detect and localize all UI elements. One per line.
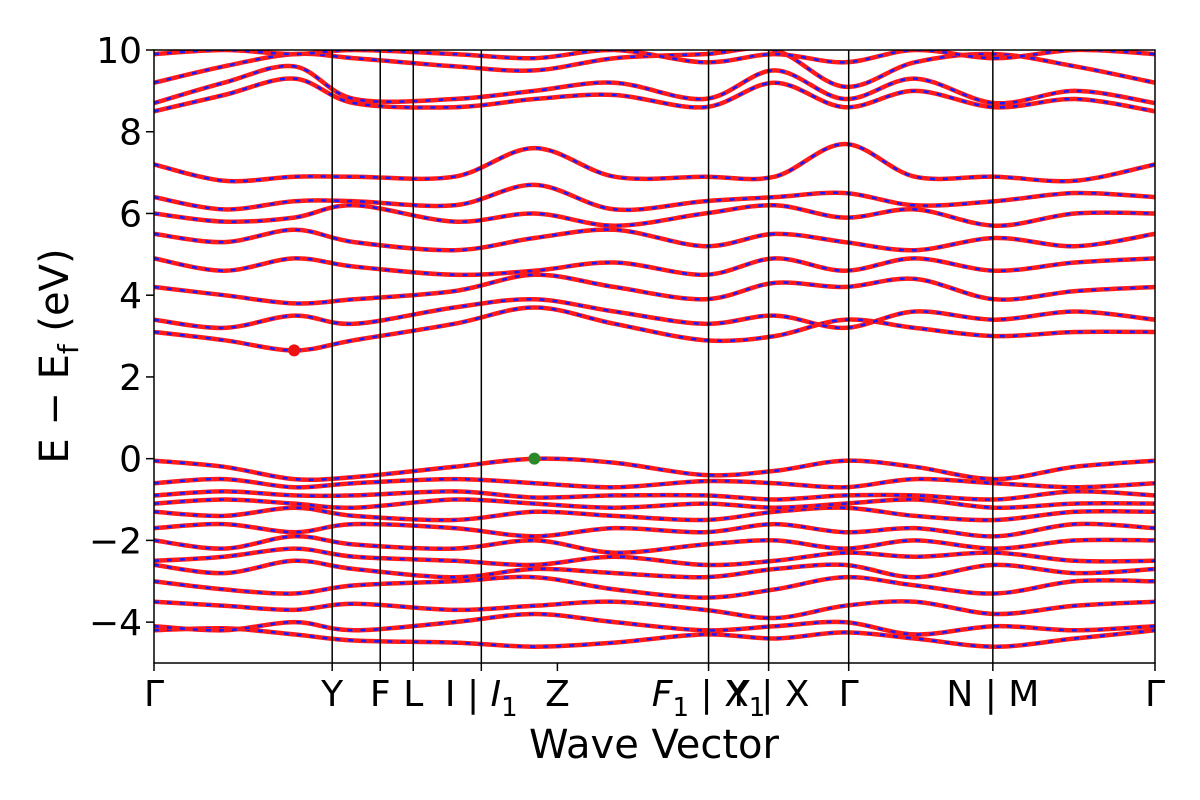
x-tick-label-3: F [370, 674, 391, 715]
x-tick-label-10: N | M [946, 674, 1039, 715]
y-tick-label: 6 [119, 194, 142, 235]
band-10-dashes [154, 498, 1155, 510]
kpoint-lines-layer [331, 50, 994, 663]
x-tick-label-8: Y | X [727, 674, 810, 715]
band-22-dashes [154, 77, 1155, 113]
x-tick-label-1: Γ [144, 674, 164, 715]
band-5-dashes [154, 559, 1155, 579]
x-tick-label-7: F1 | X1 [652, 674, 766, 723]
y-tick-label: −4 [89, 603, 142, 644]
band-16-dashes [154, 273, 1155, 305]
y-tick-label: 8 [119, 113, 142, 154]
y-tick-label: 2 [119, 358, 142, 399]
x-tick-label-2: Y [320, 674, 344, 715]
band-11-line [154, 489, 1155, 502]
y-tick-label: 0 [119, 440, 142, 481]
bands-layer [154, 50, 1155, 649]
band-7-dashes [154, 535, 1155, 554]
y-tick-label: −2 [89, 521, 142, 562]
x-tick-label-4: L [403, 674, 423, 715]
plot-frame [153, 49, 1156, 664]
band-4-line [154, 574, 1155, 600]
band-2-dashes [154, 612, 1155, 636]
band-15-dashes [154, 298, 1155, 330]
x-tick-label-5: I | I1 [445, 674, 518, 723]
x-tick-label-6: Z [545, 674, 570, 715]
band-23-dashes [154, 64, 1155, 105]
band-13-line [154, 456, 1155, 483]
band-20-line [154, 182, 1155, 213]
band-3-line [154, 599, 1155, 621]
y-tick-label: 4 [119, 276, 142, 317]
band-9-dashes [154, 506, 1155, 522]
y-tick-label: 10 [96, 31, 142, 72]
vbm-marker [528, 452, 541, 465]
band-1-dashes [154, 626, 1155, 648]
y-ticks-layer: −4 −2 0 2 4 6 8 10 [89, 31, 154, 644]
x-axis-label: Wave Vector [529, 722, 780, 768]
markers-layer [288, 344, 541, 465]
band-25-dashes [154, 50, 1155, 64]
band-14-line [154, 305, 1155, 353]
band-21-dashes [154, 142, 1155, 183]
band-12-dashes [154, 477, 1155, 489]
x-tick-label-11: Γ [1145, 674, 1165, 715]
band-17-dashes [154, 257, 1155, 277]
x-tick-label-9: Γ [839, 674, 859, 715]
band-8-dashes [154, 522, 1155, 538]
band-6-dashes [154, 547, 1155, 567]
band-18-dashes [154, 228, 1155, 252]
cbm-marker [288, 344, 301, 357]
band-19-line [154, 203, 1155, 228]
y-axis-label: E − Ef (eV) [32, 248, 85, 463]
